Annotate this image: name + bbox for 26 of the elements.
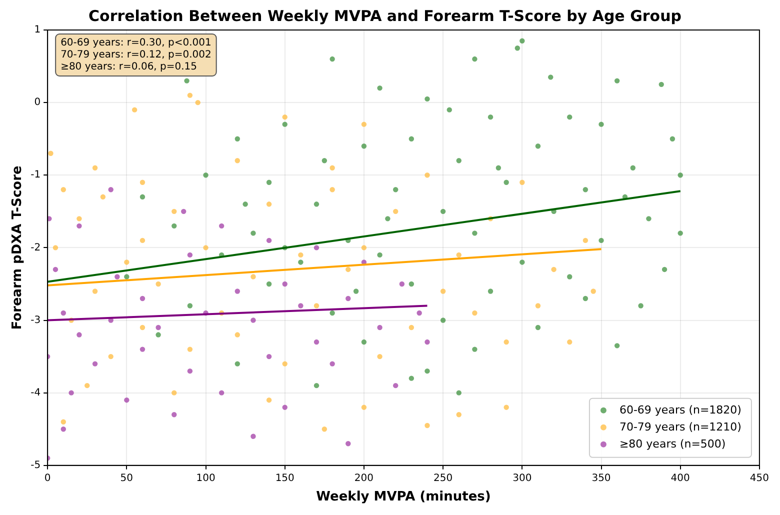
- x-tick-label: 150: [275, 472, 294, 484]
- x-tick-label: 450: [750, 472, 770, 484]
- y-tick-label: -2: [30, 242, 41, 254]
- annotation: 70-79 years: r=0.12, p=0.002: [60, 50, 212, 61]
- x-tick-label: 200: [354, 472, 374, 484]
- y-tick-label: -4: [30, 387, 41, 398]
- legend-label: 70-79 years (n=1210): [619, 420, 742, 434]
- chart-title: Correlation Between Weekly MVPA and Forearm T-Score by Age Group: [88, 6, 682, 25]
- y-tick-label: -5: [30, 460, 41, 471]
- x-tick-label: 100: [196, 472, 216, 484]
- x-tick-label: 400: [670, 472, 690, 484]
- x-tick-label: 50: [120, 472, 134, 484]
- y-axis-title: Forearm pDXA T-Score: [10, 165, 26, 330]
- y-tick-label: 0: [34, 97, 41, 108]
- x-tick-label: 0: [44, 472, 51, 484]
- x-tick-label: 250: [434, 472, 453, 484]
- annotation: 60-69 years: r=0.30, p<0.001: [60, 38, 212, 49]
- x-tick-label: 300: [512, 472, 532, 484]
- y-tick-label: -3: [30, 314, 41, 326]
- annotation: ≥80 years: r=0.06, p=0.15: [60, 62, 198, 73]
- legend-label: ≥80 years (n=500): [619, 437, 726, 450]
- y-tick-label: 1: [34, 24, 41, 36]
- legend-label: 60-69 years (n=1820): [619, 403, 742, 416]
- x-tick-label: 350: [592, 472, 611, 484]
- y-tick-label: -1: [30, 170, 41, 181]
- x-axis-title: Weekly MVPA (minutes): [316, 490, 491, 505]
